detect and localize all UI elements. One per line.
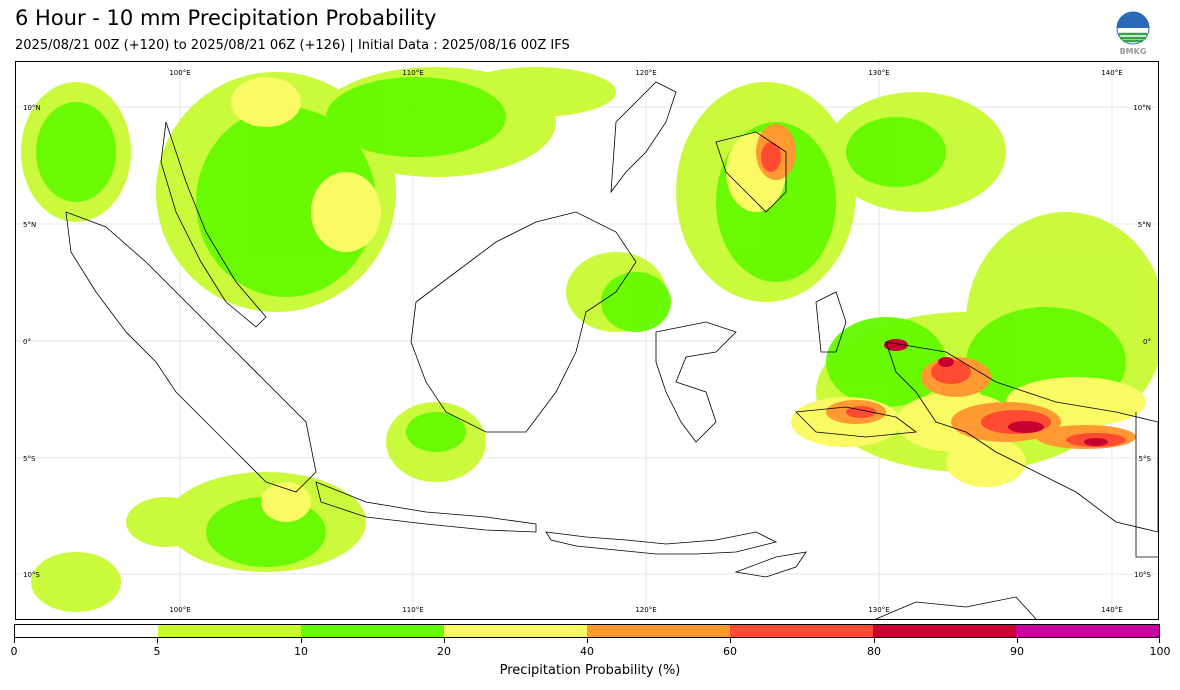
lat-label-left-1: 10°N xyxy=(23,104,41,112)
lon-label-top-3: 120°E xyxy=(635,69,656,77)
colorbar-segment xyxy=(587,625,730,637)
lon-label-top-4: 130°E xyxy=(868,69,889,77)
colorbar-segment xyxy=(444,625,587,637)
colorbar-segment xyxy=(301,625,444,637)
colorbar-label: Precipitation Probability (%) xyxy=(499,663,681,678)
lon-label-bottom-1: 100°E xyxy=(169,606,190,614)
colorbar-tick-label: 10 xyxy=(294,645,308,658)
lon-label-bottom-3: 120°E xyxy=(635,606,656,614)
colorbar-tick xyxy=(14,638,15,643)
colorbar-tick xyxy=(444,638,445,643)
colorbar-segment xyxy=(1016,625,1159,637)
precip-field-10-20 xyxy=(36,77,1126,567)
lat-label-right-2: 5°N xyxy=(1138,221,1151,229)
lat-label-right-3: 0° xyxy=(1143,338,1151,346)
lat-label-left-4: 5°S xyxy=(23,455,36,463)
colorbar-tick xyxy=(730,638,731,643)
colorbar-ticks: 0 5 10 20 40 60 80 90 100 xyxy=(10,638,1171,658)
lon-label-bottom-4: 130°E xyxy=(868,606,889,614)
lat-label-right-1: 10°N xyxy=(1133,104,1151,112)
lat-label-left-5: 10°S xyxy=(23,571,40,579)
lat-label-right-5: 10°S xyxy=(1134,571,1151,579)
colorbar-tick xyxy=(157,638,158,643)
lat-label-left-2: 5°N xyxy=(23,221,36,229)
logo-text: BMKG xyxy=(1120,47,1147,56)
colorbar-tick-label: 5 xyxy=(153,645,161,658)
map-canvas: 100°E 110°E 120°E 130°E 140°E 100°E 110°… xyxy=(16,62,1158,619)
colorbar-tick-label: 80 xyxy=(867,645,881,658)
lon-label-bottom-2: 110°E xyxy=(402,606,423,614)
colorbar-tick xyxy=(301,638,302,643)
bmkg-logo-icon: BMKG xyxy=(1113,10,1153,56)
precip-field-80-90 xyxy=(884,339,1108,446)
lon-label-bottom-5: 140°E xyxy=(1101,606,1122,614)
map-subtitle: 2025/08/21 00Z (+120) to 2025/08/21 06Z … xyxy=(15,38,570,53)
colorbar-tick xyxy=(1159,638,1160,643)
map-title: 6 Hour - 10 mm Precipitation Probability xyxy=(15,6,437,30)
precipitation-map: 100°E 110°E 120°E 130°E 140°E 100°E 110°… xyxy=(15,61,1159,620)
colorbar-tick xyxy=(874,638,875,643)
lon-label-top-5: 140°E xyxy=(1101,69,1122,77)
colorbar-tick-label: 60 xyxy=(723,645,737,658)
colorbar-segment xyxy=(15,625,158,637)
lon-label-top-1: 100°E xyxy=(169,69,190,77)
colorbar xyxy=(14,624,1160,638)
coastlines xyxy=(65,81,1158,619)
colorbar-tick xyxy=(587,638,588,643)
colorbar-tick-label: 90 xyxy=(1010,645,1024,658)
lat-label-left-3: 0° xyxy=(23,338,31,346)
colorbar-tick-label: 0 xyxy=(10,645,18,658)
lat-label-right-4: 5°S xyxy=(1139,455,1152,463)
colorbar-tick xyxy=(1017,638,1018,643)
colorbar-tick-label: 100 xyxy=(1149,645,1171,658)
colorbar-segment xyxy=(873,625,1016,637)
colorbar-segment xyxy=(158,625,301,637)
lon-label-top-2: 110°E xyxy=(402,69,423,77)
colorbar-segment xyxy=(730,625,873,637)
colorbar-tick-label: 20 xyxy=(437,645,451,658)
colorbar-tick-label: 40 xyxy=(580,645,594,658)
